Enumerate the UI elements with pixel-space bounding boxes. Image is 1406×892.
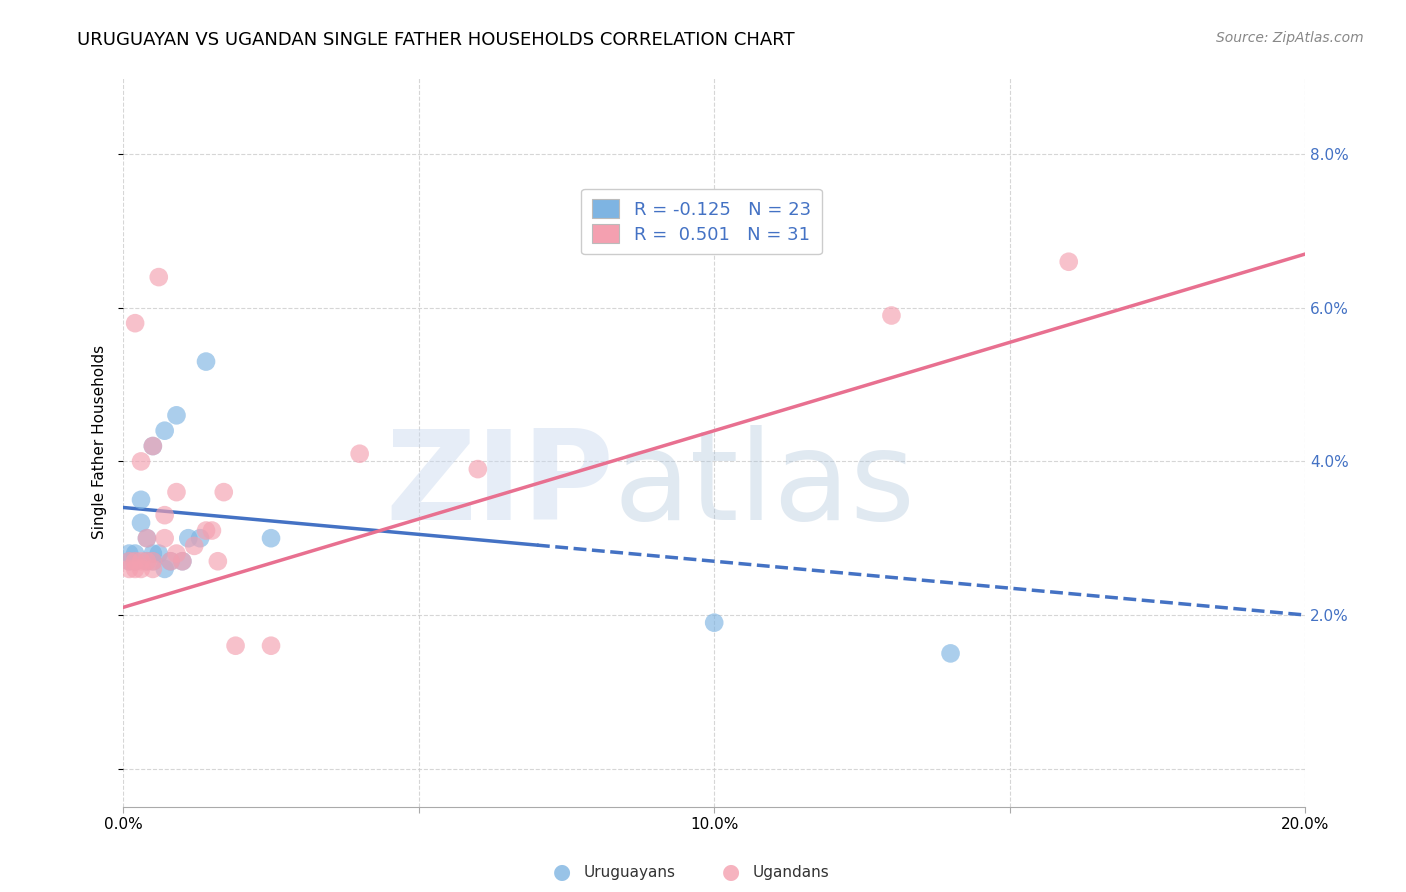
Point [129, 516, 152, 530]
Point [124, 554, 146, 568]
Point [136, 531, 159, 545]
Point [118, 562, 141, 576]
Text: URUGUAYAN VS UGANDAN SINGLE FATHER HOUSEHOLDS CORRELATION CHART: URUGUAYAN VS UGANDAN SINGLE FATHER HOUSE… [77, 31, 794, 49]
Y-axis label: Single Father Households: Single Father Households [93, 345, 107, 540]
Text: Uruguayans: Uruguayans [583, 865, 675, 880]
Point [880, 309, 903, 323]
Point [153, 562, 176, 576]
Point [129, 554, 152, 568]
Point [207, 554, 229, 568]
Point [1057, 254, 1080, 268]
Point [129, 562, 152, 576]
Text: ●: ● [723, 863, 740, 882]
Point [136, 531, 159, 545]
Point [166, 485, 188, 500]
Point [260, 639, 283, 653]
Point [212, 485, 235, 500]
Point [129, 492, 152, 507]
Text: ●: ● [554, 863, 571, 882]
Point [195, 524, 218, 538]
Point [195, 354, 218, 368]
Point [142, 439, 165, 453]
Point [142, 547, 165, 561]
Point [142, 554, 165, 568]
Point [153, 508, 176, 523]
Point [136, 554, 159, 568]
Point [166, 547, 188, 561]
Point [225, 639, 247, 653]
Point [703, 615, 725, 630]
Legend: R = -0.125   N = 23, R =  0.501   N = 31: R = -0.125 N = 23, R = 0.501 N = 31 [582, 188, 821, 254]
Point [172, 554, 194, 568]
Point [124, 316, 146, 330]
Text: ZIP: ZIP [385, 425, 614, 547]
Text: atlas: atlas [614, 425, 915, 547]
Point [349, 447, 371, 461]
Point [129, 454, 152, 468]
Point [159, 554, 181, 568]
Point [939, 647, 962, 661]
Point [153, 424, 176, 438]
Point [136, 554, 159, 568]
Point [172, 554, 194, 568]
Point [148, 270, 170, 285]
Point [188, 531, 211, 545]
Point [177, 531, 200, 545]
Point [183, 539, 205, 553]
Point [201, 524, 224, 538]
Point [153, 531, 176, 545]
Point [467, 462, 489, 476]
Point [118, 554, 141, 568]
Point [142, 554, 165, 568]
Text: Ugandans: Ugandans [752, 865, 830, 880]
Point [118, 547, 141, 561]
Point [124, 554, 146, 568]
Text: Source: ZipAtlas.com: Source: ZipAtlas.com [1216, 31, 1364, 45]
Point [124, 562, 146, 576]
Point [159, 554, 181, 568]
Point [124, 547, 146, 561]
Point [142, 562, 165, 576]
Point [260, 531, 283, 545]
Point [148, 547, 170, 561]
Point [142, 439, 165, 453]
Point [166, 409, 188, 423]
Point [118, 554, 141, 568]
